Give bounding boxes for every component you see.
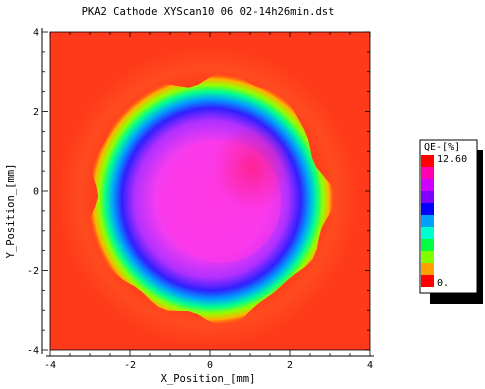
legend-swatch bbox=[421, 191, 434, 203]
color-legend: QE-[%] 12.60 0. bbox=[419, 139, 483, 304]
legend-min-label: 0. bbox=[437, 278, 449, 289]
legend-swatch bbox=[421, 251, 434, 263]
y-tick-label: 2 bbox=[33, 107, 39, 118]
legend-swatches bbox=[421, 155, 434, 287]
x-axis-label: X_Position_[mm] bbox=[161, 373, 256, 385]
legend-swatch bbox=[421, 275, 434, 287]
legend-swatch bbox=[421, 215, 434, 227]
x-tick-label: 2 bbox=[287, 360, 293, 371]
y-axis: -4 -2 0 2 4 bbox=[27, 28, 370, 357]
legend-max-label: 12.60 bbox=[437, 154, 467, 165]
x-axis: -4 -2 0 2 4 bbox=[44, 32, 374, 371]
y-axis-label: Y_Position_[mm] bbox=[5, 164, 17, 259]
x-tick-label: -4 bbox=[44, 360, 56, 371]
x-tick-label: 0 bbox=[207, 360, 213, 371]
chart-title: PKA2 Cathode XYScan10 06 02-14h26min.dst bbox=[82, 6, 335, 18]
legend-title: QE-[%] bbox=[424, 142, 460, 153]
heatmap-hotspot bbox=[213, 124, 291, 211]
legend-swatch bbox=[421, 263, 434, 275]
x-tick-label: -2 bbox=[124, 360, 136, 371]
legend-swatch bbox=[421, 155, 434, 167]
y-tick-label: 4 bbox=[33, 28, 39, 39]
legend-swatch bbox=[421, 239, 434, 251]
legend-swatch bbox=[421, 203, 434, 215]
legend-swatch bbox=[421, 167, 434, 179]
plot-area bbox=[49, 31, 371, 351]
legend-swatch bbox=[421, 179, 434, 191]
y-tick-label: -4 bbox=[27, 346, 39, 357]
legend-swatch bbox=[421, 227, 434, 239]
x-tick-label: 4 bbox=[367, 360, 373, 371]
y-tick-label: 0 bbox=[33, 187, 39, 198]
y-tick-label: -2 bbox=[27, 266, 39, 277]
